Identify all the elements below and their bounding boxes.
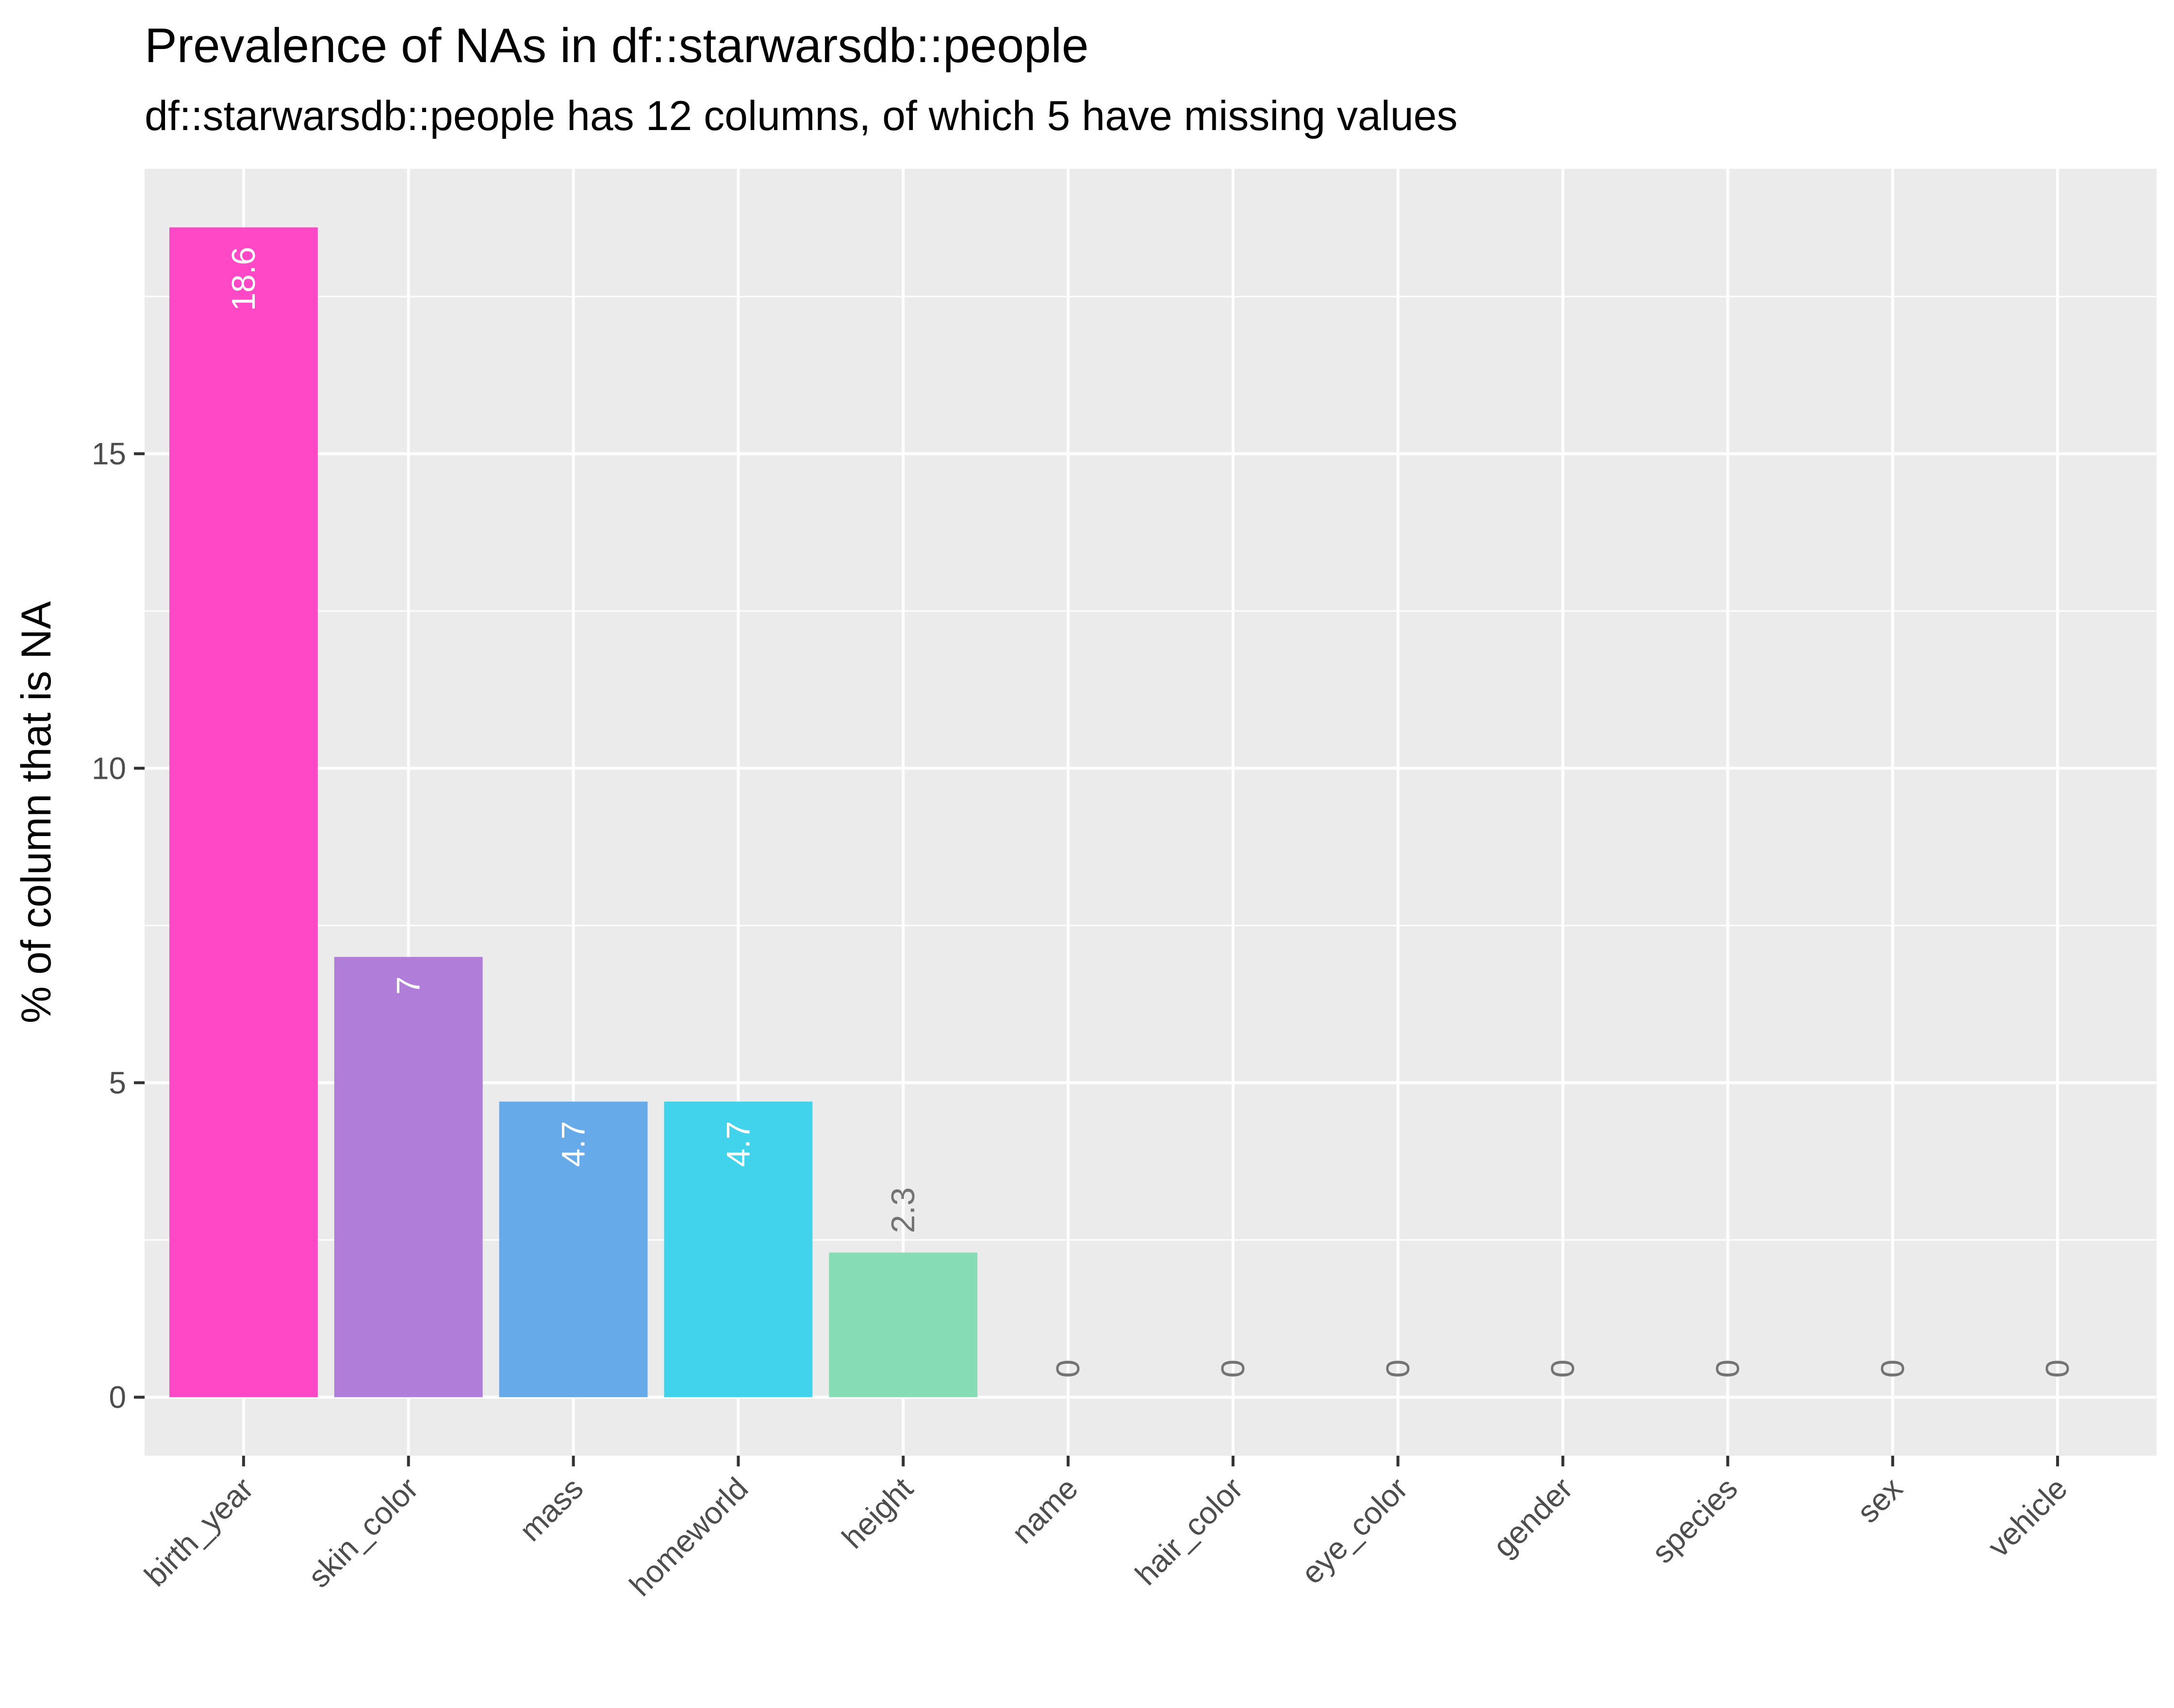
x-tick-label-skin_color: skin_color	[301, 1471, 425, 1594]
x-tick-label-homeworld: homeworld	[623, 1471, 755, 1603]
data-labels: 18.6 7 4.7 4.7 2.3 0 0 0 0 0 0 0	[225, 247, 2076, 1378]
data-label-homeworld: 4.7	[720, 1121, 757, 1167]
y-axis: 0 5 10 15	[92, 436, 145, 1414]
data-label-eye_color: 0	[1380, 1360, 1416, 1378]
x-tick-label-eye_color: eye_color	[1295, 1471, 1415, 1591]
x-tick-label-gender: gender	[1486, 1471, 1580, 1564]
data-label-name: 0	[1050, 1360, 1087, 1378]
x-tick-label-species: species	[1645, 1471, 1744, 1570]
x-tick-label-vehicle: vehicle	[1981, 1471, 2074, 1564]
data-label-species: 0	[1709, 1360, 1746, 1378]
x-tick-label-sex: sex	[1850, 1471, 1909, 1529]
bar-skin_color	[334, 957, 483, 1397]
data-label-hair_color: 0	[1215, 1360, 1252, 1378]
data-label-skin_color: 7	[390, 976, 427, 995]
y-tick-label: 15	[92, 436, 126, 471]
chart-title: Prevalence of NAs in df::starwarsdb::peo…	[145, 18, 1088, 73]
x-axis: birth_year skin_color mass homeworld height n…	[138, 1456, 2074, 1603]
data-label-height: 2.3	[885, 1187, 922, 1233]
y-axis-title: % of column that is NA	[13, 601, 60, 1023]
data-label-gender: 0	[1545, 1360, 1581, 1378]
x-tick-label-birth_year: birth_year	[138, 1471, 260, 1593]
bar-mass	[499, 1101, 648, 1397]
data-label-birth_year: 18.6	[225, 247, 262, 311]
x-tick-label-name: name	[1005, 1471, 1085, 1550]
bar-height	[829, 1252, 978, 1397]
y-tick-label: 5	[109, 1065, 126, 1100]
bars	[169, 227, 978, 1397]
x-tick-label-hair_color: hair_color	[1128, 1471, 1250, 1592]
y-tick-label: 0	[109, 1380, 126, 1414]
data-label-mass: 4.7	[555, 1121, 592, 1167]
bar-birth_year	[169, 227, 318, 1397]
y-tick-label: 10	[92, 751, 126, 786]
data-label-sex: 0	[1874, 1360, 1911, 1378]
x-tick-label-mass: mass	[512, 1471, 590, 1548]
chart-subtitle: df::starwarsdb::people has 12 columns, o…	[145, 93, 1458, 139]
bar-homeworld	[664, 1101, 813, 1397]
data-label-vehicle: 0	[2039, 1360, 2076, 1378]
x-tick-label-height: height	[835, 1471, 920, 1555]
